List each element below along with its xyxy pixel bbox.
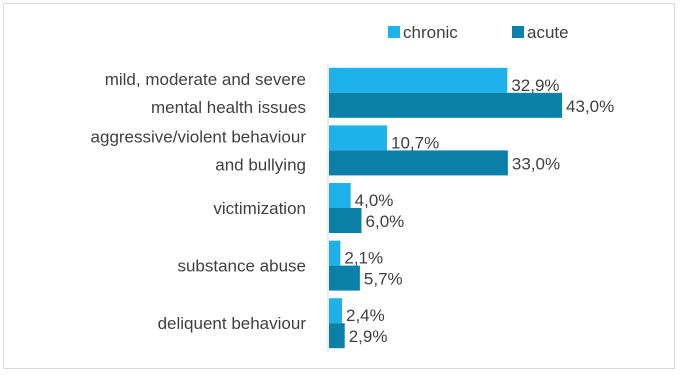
bar-acute	[329, 208, 362, 233]
category-label: victimization	[213, 199, 306, 218]
legend-swatch-chronic	[388, 26, 400, 38]
data-label-chronic: 32,9%	[511, 76, 559, 95]
legend: chronic acute	[388, 23, 569, 42]
data-label-chronic: 2,1%	[344, 249, 383, 268]
data-label-chronic: 4,0%	[355, 191, 394, 210]
legend-swatch-acute	[512, 26, 524, 38]
legend-label-acute: acute	[527, 23, 569, 42]
bar-acute	[329, 150, 508, 176]
category-label: aggressive/violent behaviour	[91, 127, 307, 146]
data-label-acute: 2,9%	[349, 327, 388, 346]
bar-chronic	[329, 183, 351, 208]
data-label-acute: 6,0%	[366, 212, 405, 231]
category-label: mild, moderate and severe	[105, 70, 306, 89]
data-label-acute: 43,0%	[566, 97, 614, 116]
legend-label-chronic: chronic	[403, 23, 458, 42]
category-label: deliquent behaviour	[158, 314, 307, 333]
bars-group	[329, 67, 563, 349]
category-label: and bullying	[215, 155, 306, 174]
bar-chronic	[329, 298, 343, 324]
category-label: mental health issues	[151, 98, 306, 117]
data-label-chronic: 10,7%	[391, 133, 439, 152]
bar-acute	[329, 92, 563, 118]
chart-frame: chronic acute mild, moderate and severe me…	[3, 3, 675, 369]
labels-group: mild, moderate and severe mental health i…	[91, 70, 615, 346]
bar-chronic	[329, 67, 508, 93]
data-label-chronic: 2,4%	[346, 306, 385, 325]
bar-acute	[329, 265, 360, 291]
bar-acute	[329, 323, 345, 349]
data-label-acute: 5,7%	[364, 270, 403, 289]
bar-chronic	[329, 125, 387, 151]
category-label: substance abuse	[177, 257, 306, 276]
data-label-acute: 33,0%	[512, 154, 560, 173]
chart: chronic acute mild, moderate and severe me…	[91, 23, 615, 352]
bar-chronic	[329, 240, 341, 266]
